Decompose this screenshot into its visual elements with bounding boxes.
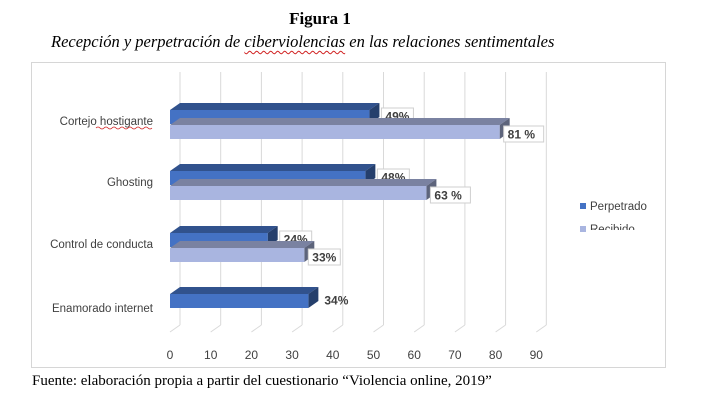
- figure-number: Figura 1: [289, 9, 351, 28]
- data-label-recibido: 81 %: [508, 128, 536, 142]
- category-label: Cortejo hostigante: [60, 116, 153, 128]
- bar-recibido: [170, 248, 305, 262]
- data-label-recibido-box: [429, 186, 471, 204]
- bar-perpetrado-top: [170, 164, 376, 171]
- legend-label: Perpetrado: [590, 201, 647, 213]
- data-label-recibido: 63 %: [434, 189, 462, 203]
- gridline: [169, 324, 181, 333]
- bar-recibido-top: [170, 179, 437, 186]
- x-tick-label: 30: [285, 348, 299, 362]
- gridline: [373, 324, 384, 333]
- category-label: Ghosting: [107, 177, 153, 189]
- gridline: [251, 324, 262, 333]
- bar-perpetrado-top: [170, 103, 380, 110]
- bar-chart: 0 10 20 30 40 50 60 70 80 90 Cortejo hostigante Gho…: [50, 72, 658, 362]
- gridline: [454, 324, 466, 333]
- data-label-recibido-box: [503, 125, 545, 143]
- category-label: Enamorado internet: [52, 303, 154, 315]
- legend-clip: [578, 229, 658, 249]
- legend-label: Recibido: [590, 224, 635, 236]
- x-tick-label: 90: [530, 348, 544, 362]
- category-label: Control de conducta: [50, 239, 154, 251]
- x-tick-label: 60: [408, 348, 422, 362]
- gridline: [536, 324, 547, 333]
- figure-title-suffix: en las relaciones sentimentales: [345, 32, 555, 51]
- x-tick-label: 70: [448, 348, 462, 362]
- legend-swatch: [580, 226, 586, 232]
- bar-recibido: [170, 186, 427, 200]
- x-tick-label: 10: [204, 348, 218, 362]
- bar-perpetrado-top: [170, 226, 278, 233]
- x-tick-label: 40: [326, 348, 340, 362]
- data-label-recibido: 33%: [312, 251, 336, 265]
- bar-recibido-top: [170, 241, 315, 248]
- x-tick-label: 0: [167, 348, 174, 362]
- data-label-recibido-box: [307, 248, 341, 266]
- x-tick-label: 50: [367, 348, 381, 362]
- bar-recibido-top: [170, 118, 510, 125]
- figure-title-underlined: ciberviolencias: [244, 32, 346, 51]
- gridline: [495, 324, 506, 333]
- bar-perpetrado-side: [308, 287, 319, 308]
- figure-source: Fuente: elaboración propia a partir del …: [32, 373, 492, 389]
- figure-title-prefix: Recepción y perpetración de: [51, 32, 245, 51]
- gridline: [291, 324, 303, 333]
- spelling-underline: [95, 126, 153, 130]
- figure-title: Recepción y perpetración de ciberviolenc…: [51, 32, 554, 52]
- bar-perpetrado: [170, 294, 309, 308]
- x-tick-label: 80: [489, 348, 503, 362]
- gridline: [413, 324, 425, 333]
- legend-swatch: [580, 203, 586, 209]
- bar-perpetrado-top: [170, 287, 319, 294]
- x-tick-label: 20: [245, 348, 259, 362]
- gridline: [332, 324, 344, 333]
- chart-frame: 0 10 20 30 40 50 60 70 80 90 Cortejo hostigante Gho…: [31, 62, 666, 368]
- data-label-perpetrado: 34%: [324, 294, 348, 308]
- gridline: [210, 324, 221, 333]
- bar-recibido: [170, 125, 500, 139]
